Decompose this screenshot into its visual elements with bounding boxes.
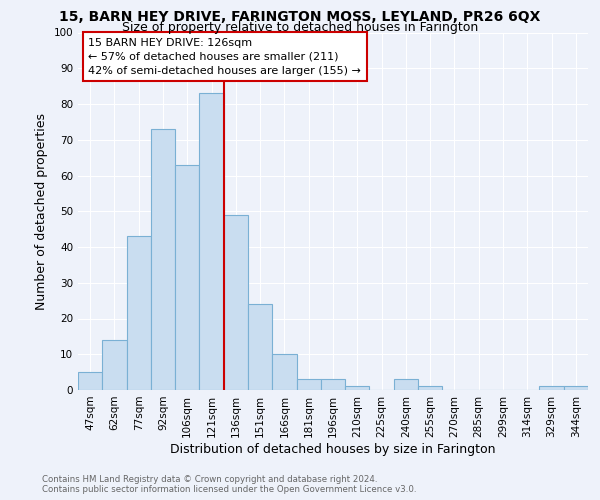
Bar xyxy=(539,386,564,390)
Bar xyxy=(418,386,442,390)
Bar xyxy=(296,380,321,390)
Bar xyxy=(224,215,248,390)
Bar xyxy=(321,380,345,390)
Bar xyxy=(127,236,151,390)
Text: Size of property relative to detached houses in Farington: Size of property relative to detached ho… xyxy=(122,22,478,35)
Bar xyxy=(248,304,272,390)
Bar xyxy=(272,354,296,390)
Bar xyxy=(151,129,175,390)
Bar xyxy=(345,386,370,390)
X-axis label: Distribution of detached houses by size in Farington: Distribution of detached houses by size … xyxy=(170,442,496,456)
Bar xyxy=(102,340,127,390)
Bar xyxy=(394,380,418,390)
Bar xyxy=(199,94,224,390)
Bar xyxy=(564,386,588,390)
Bar xyxy=(175,165,199,390)
Text: 15, BARN HEY DRIVE, FARINGTON MOSS, LEYLAND, PR26 6QX: 15, BARN HEY DRIVE, FARINGTON MOSS, LEYL… xyxy=(59,10,541,24)
Bar xyxy=(78,372,102,390)
Y-axis label: Number of detached properties: Number of detached properties xyxy=(35,113,48,310)
Text: Contains HM Land Registry data © Crown copyright and database right 2024.
Contai: Contains HM Land Registry data © Crown c… xyxy=(42,474,416,494)
Text: 15 BARN HEY DRIVE: 126sqm
← 57% of detached houses are smaller (211)
42% of semi: 15 BARN HEY DRIVE: 126sqm ← 57% of detac… xyxy=(88,38,361,76)
